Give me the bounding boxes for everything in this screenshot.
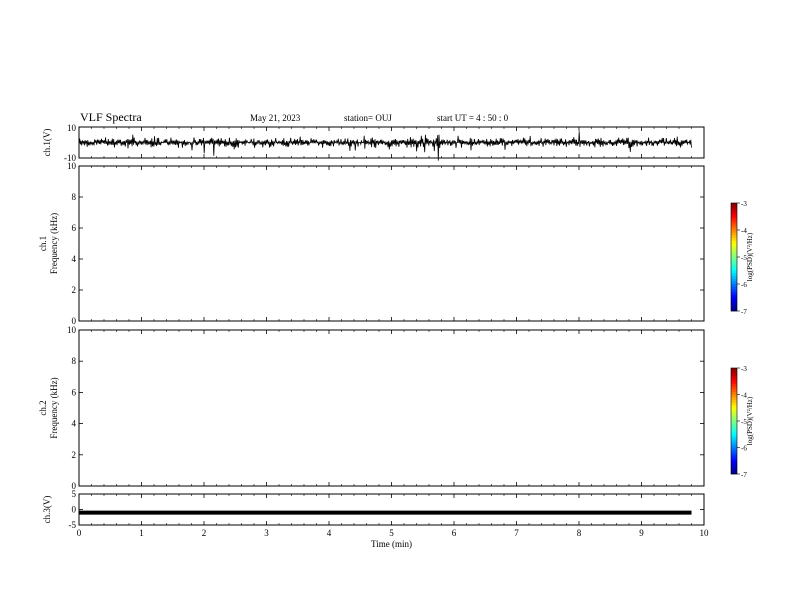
ch1-waveform-line xyxy=(78,131,692,161)
chart-title: VLF Spectra xyxy=(80,110,142,125)
station-label: station= OUJ xyxy=(344,113,392,123)
ch1-ytick-label: 10 xyxy=(67,123,77,133)
start-time-label: start UT = 4 : 50 : 0 xyxy=(437,113,508,123)
date-label: May 21, 2023 xyxy=(250,113,300,123)
ch1-ylabel: ch.1(V) xyxy=(42,129,52,157)
ch1-ytick-label: -10 xyxy=(64,153,76,163)
